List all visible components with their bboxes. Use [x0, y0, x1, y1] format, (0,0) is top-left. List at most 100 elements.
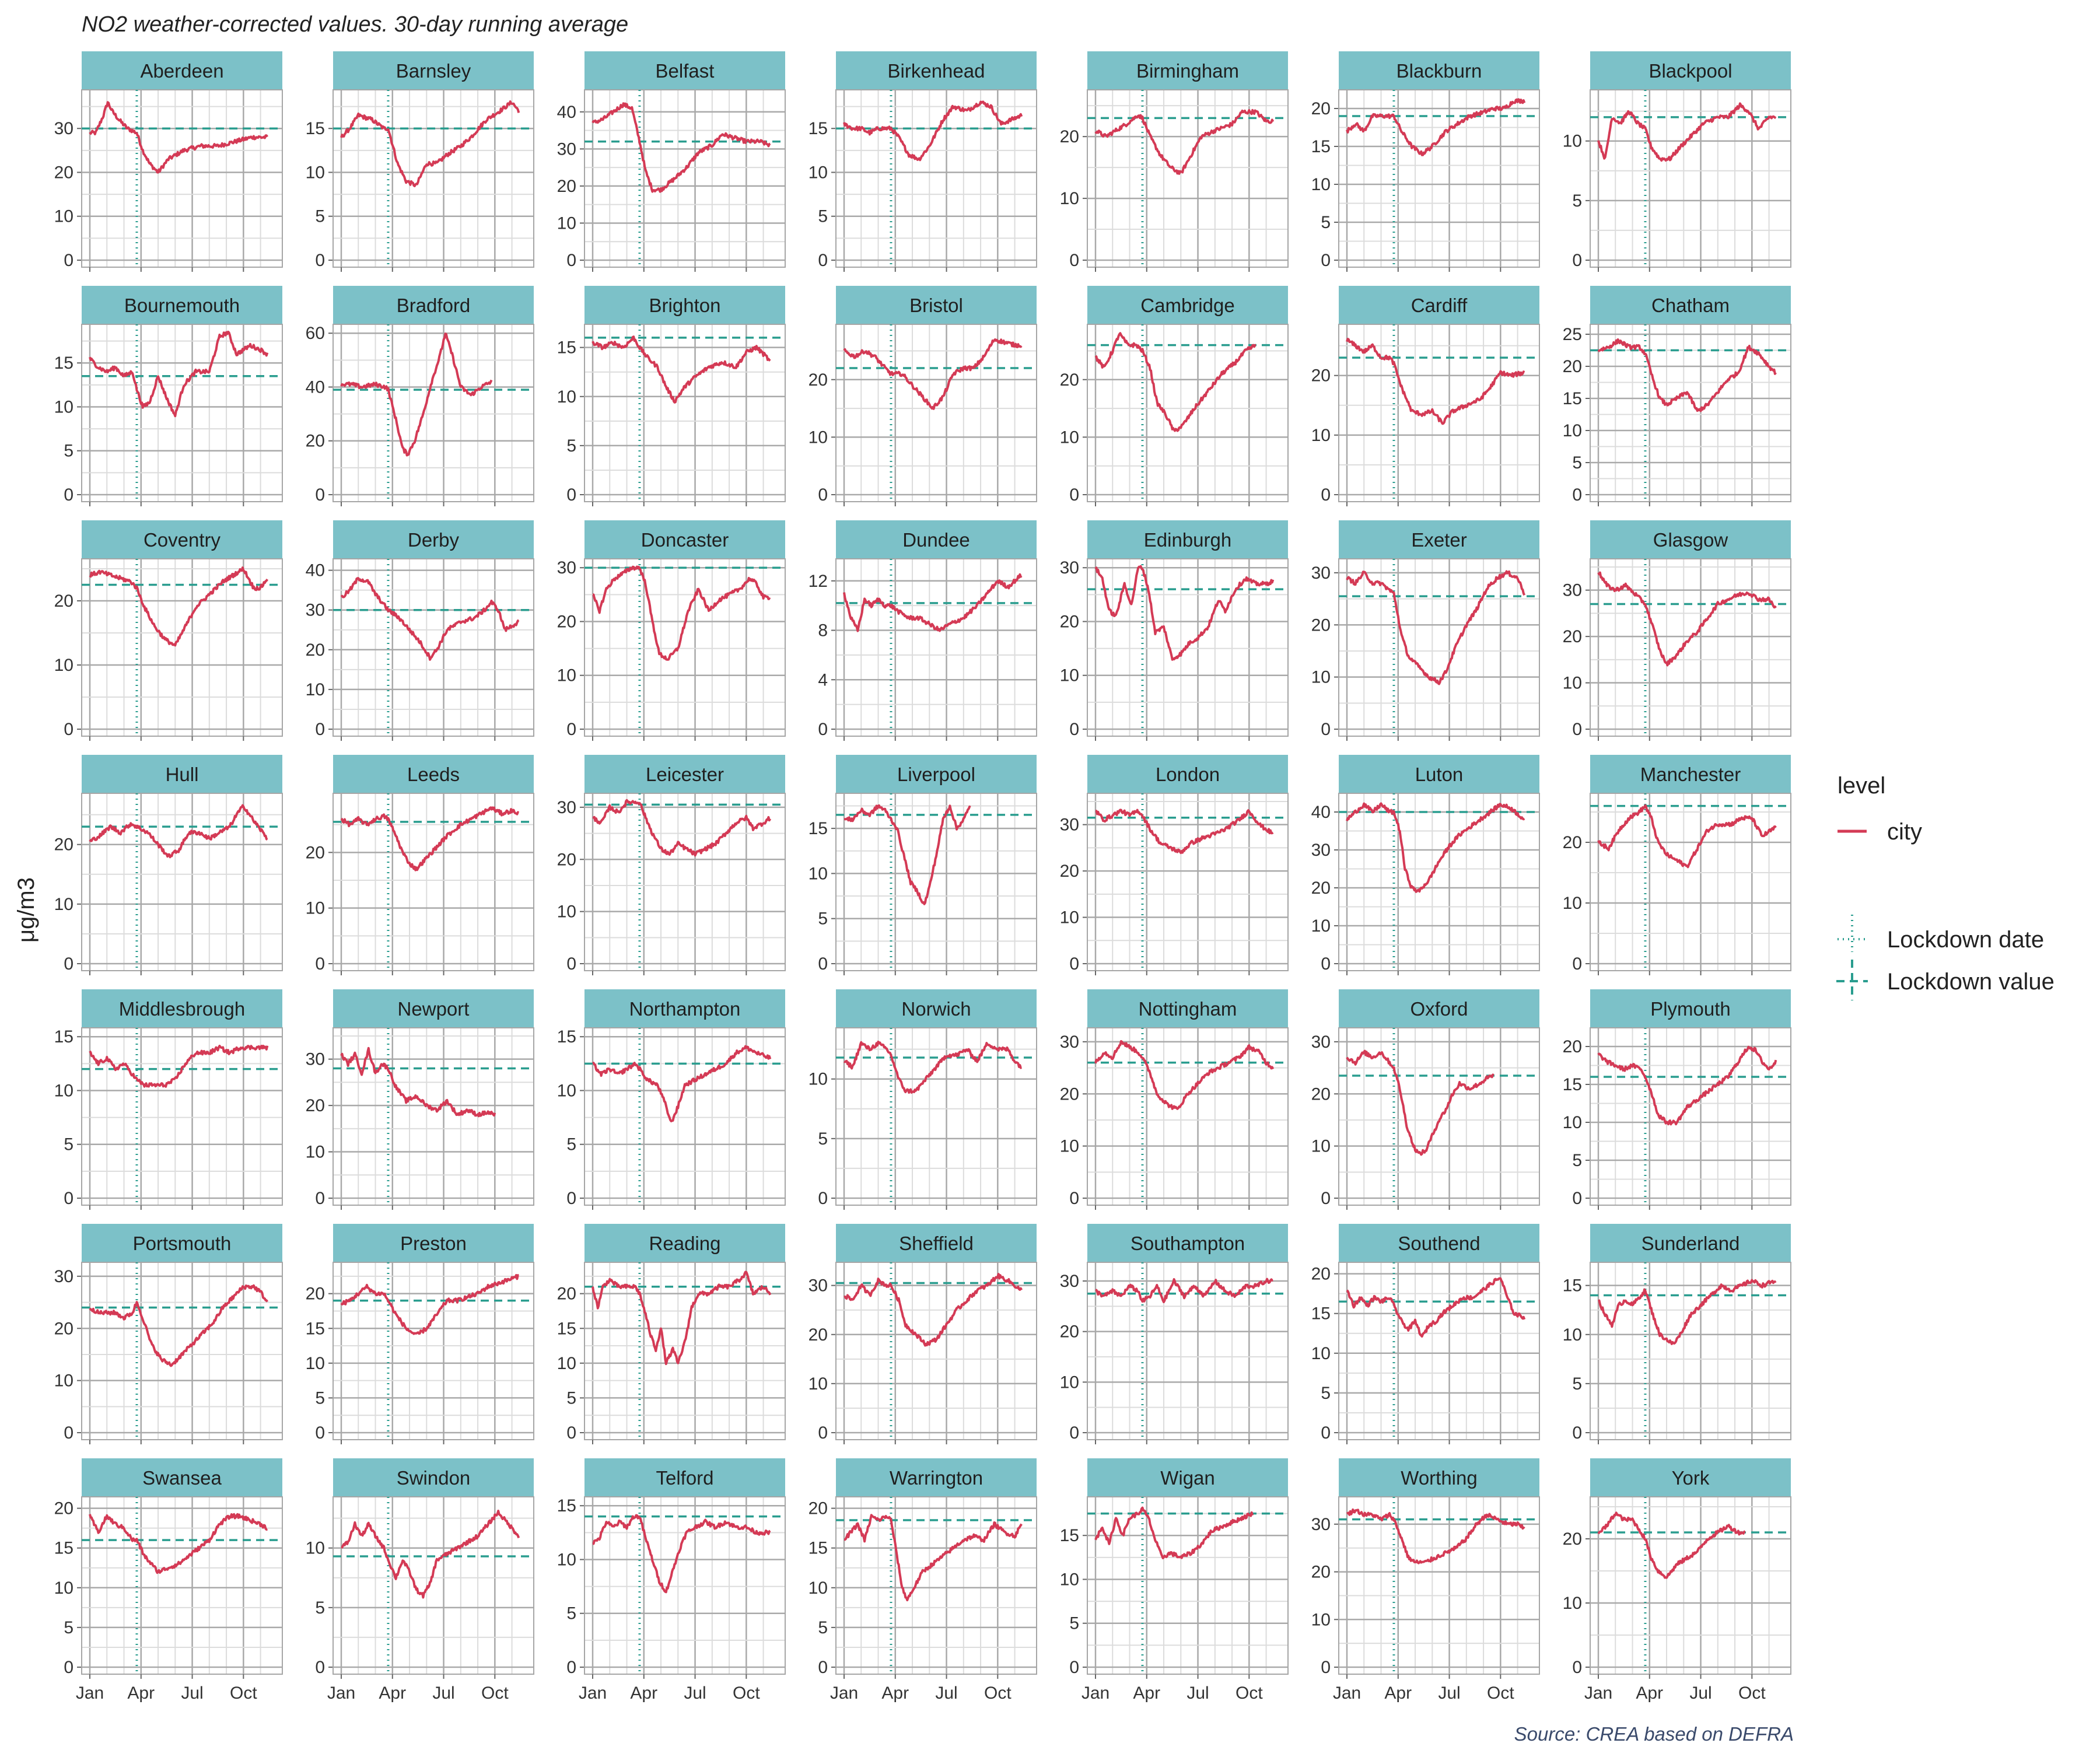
strip-label-derby: Derby: [408, 529, 460, 551]
series-line-birmingham: [1094, 108, 1275, 175]
strip-label-brighton: Brighton: [649, 295, 721, 316]
x-tick-label: Oct: [1236, 1684, 1263, 1703]
y-tick-label: 20: [1311, 878, 1331, 898]
panel-telford: Telford 0 5 10 15 Jan Apr Jul Oct: [557, 1458, 786, 1703]
panel-york: York 0 10 20 Jan Apr Jul Oct: [1563, 1458, 1791, 1703]
strip-newport: [333, 989, 534, 1028]
x-tick-label: Oct: [984, 1684, 1012, 1703]
series-line-warrington: [844, 1514, 1023, 1602]
y-tick-label: 30: [557, 558, 576, 578]
y-tick-label: 5: [1069, 1614, 1079, 1633]
panel-border: [584, 324, 786, 502]
panel-leicester: Leicester 0 10 20 30: [557, 755, 786, 975]
legend-item-city: city: [1838, 819, 1922, 845]
y-tick-label: 12: [808, 572, 828, 591]
y-tick-label: 5: [1321, 213, 1331, 232]
y-tick-label: 5: [566, 1135, 576, 1154]
y-tick-label: 15: [54, 1539, 74, 1558]
y-tick-label: 15: [1563, 1075, 1582, 1094]
x-tick-label: Jan: [1082, 1684, 1110, 1703]
x-tick-label: Jul: [1689, 1684, 1712, 1703]
y-tick-label: 10: [808, 428, 828, 447]
panel-border: [1087, 558, 1289, 737]
series-line-brighton: [592, 335, 771, 404]
facet-panels: Aberdeen 0 10 20 30 Barnsley 0 5 10 15 Belfast 0 10 2…: [54, 51, 1791, 1703]
strip-label-birmingham: Birmingham: [1136, 60, 1239, 82]
y-tick-label: 10: [54, 656, 74, 675]
y-tick-label: 5: [1572, 453, 1582, 473]
y-tick-label: 10: [1563, 894, 1582, 913]
strip-label-york: York: [1672, 1467, 1710, 1489]
y-tick-label: 15: [54, 1027, 74, 1046]
y-tick-label: 0: [1069, 485, 1079, 505]
y-tick-label: 10: [1311, 175, 1331, 194]
series-line-leeds: [340, 806, 520, 872]
y-tick-label: 0: [818, 1658, 828, 1677]
y-tick-label: 0: [315, 485, 325, 505]
series-line-preston: [340, 1274, 519, 1335]
y-tick-label: 15: [306, 119, 325, 138]
y-tick-label: 10: [1060, 908, 1079, 928]
panel-derby: Derby 0 10 20 30 40: [306, 520, 534, 741]
y-tick-label: 30: [54, 1267, 74, 1286]
y-tick-label: 0: [1069, 954, 1079, 974]
strip-york: [1590, 1458, 1791, 1497]
x-tick-label: Jan: [76, 1684, 104, 1703]
panel-plymouth: Plymouth 0 5 10 15 20: [1563, 989, 1791, 1210]
y-tick-label: 40: [306, 377, 325, 397]
strip-label-edinburgh: Edinburgh: [1144, 529, 1231, 551]
strip-cardiff: [1339, 286, 1539, 324]
panel-swindon: Swindon 0 5 10 Jan Apr Jul Oct: [306, 1458, 534, 1703]
strip-barnsley: [333, 51, 534, 90]
strip-portsmouth: [82, 1224, 282, 1262]
strip-blackburn: [1339, 51, 1539, 90]
y-tick-label: 0: [566, 1658, 576, 1677]
series-line-glasgow: [1597, 571, 1777, 667]
strip-label-middlesbrough: Middlesbrough: [119, 998, 245, 1020]
panel-luton: Luton 0 10 20 30 40: [1311, 755, 1540, 975]
series-line-edinburgh: [1094, 565, 1275, 661]
series-line-norwich: [844, 1040, 1022, 1094]
y-tick-label: 30: [54, 119, 74, 138]
panel-border: [81, 1262, 283, 1440]
y-tick-label: 15: [808, 819, 828, 838]
panel-edinburgh: Edinburgh 0 10 20 30: [1060, 520, 1289, 741]
strip-liverpool: [836, 755, 1037, 793]
y-tick-label: 0: [566, 485, 576, 505]
y-tick-label: 0: [566, 1189, 576, 1208]
panel-border: [332, 1027, 534, 1206]
strip-label-norwich: Norwich: [901, 998, 971, 1020]
panel-preston: Preston 0 5 10 15 20: [306, 1224, 534, 1444]
y-tick-label: 0: [1321, 1189, 1331, 1208]
panel-cardiff: Cardiff 0 10 20: [1311, 286, 1540, 506]
y-tick-label: 0: [1321, 1658, 1331, 1677]
y-tick-label: 10: [557, 1354, 576, 1373]
panel-border: [1590, 1262, 1791, 1440]
strip-hull: [82, 755, 282, 793]
strip-label-bradford: Bradford: [397, 295, 471, 316]
y-axis-label: μg/m3: [13, 877, 39, 943]
y-tick-label: 30: [1060, 1272, 1079, 1291]
panel-border: [584, 89, 786, 268]
strip-label-birkenhead: Birkenhead: [888, 60, 985, 82]
panel-border: [81, 89, 283, 268]
panel-bournemouth: Bournemouth 0 5 10 15: [54, 286, 283, 506]
y-tick-label: 0: [315, 954, 325, 974]
y-tick-label: 0: [315, 1423, 325, 1443]
panel-middlesbrough: Middlesbrough 0 5 10 15: [54, 989, 283, 1210]
y-tick-label: 10: [1060, 666, 1079, 685]
panel-blackburn: Blackburn 0 5 10 15 20: [1311, 51, 1540, 272]
panel-border: [332, 89, 534, 268]
panel-border: [584, 1027, 786, 1206]
y-tick-label: 15: [557, 1319, 576, 1338]
y-tick-label: 10: [54, 207, 74, 226]
y-tick-label: 30: [557, 139, 576, 159]
x-tick-label: Jan: [327, 1684, 355, 1703]
strip-bristol: [836, 286, 1037, 324]
y-tick-label: 20: [557, 177, 576, 196]
panel-border: [1338, 1496, 1540, 1675]
y-tick-label: 15: [557, 338, 576, 358]
panel-sheffield: Sheffield 0 10 20 30: [808, 1224, 1037, 1444]
y-tick-label: 20: [557, 612, 576, 631]
y-tick-label: 30: [1311, 841, 1331, 860]
